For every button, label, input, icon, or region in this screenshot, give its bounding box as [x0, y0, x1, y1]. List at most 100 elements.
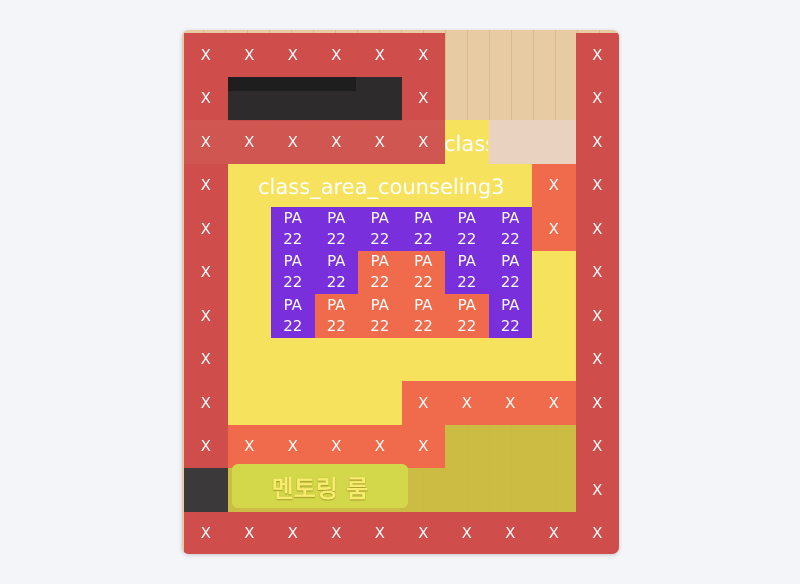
floor-tile[interactable] [445, 337, 489, 381]
blocked-tile[interactable]: X [184, 120, 228, 164]
floor-tile[interactable] [271, 163, 315, 207]
blocked-tile[interactable]: X [184, 33, 228, 77]
blocked-tile[interactable]: X [271, 33, 315, 77]
blocked-tile[interactable]: X [184, 337, 228, 381]
blocked-tile[interactable]: X [401, 424, 445, 468]
blocked-tile[interactable]: X [401, 381, 445, 425]
blocked-tile[interactable]: X [227, 33, 271, 77]
floor-tile[interactable] [358, 337, 402, 381]
blocked-tile[interactable]: X [575, 76, 619, 120]
blocked-tile[interactable]: X [575, 33, 619, 77]
portal-tile[interactable]: PA 22 [488, 250, 532, 294]
portal-tile[interactable]: PA 22 [488, 294, 532, 338]
floor-tile[interactable] [227, 250, 271, 294]
blocked-tile[interactable]: X [532, 207, 576, 251]
floor-tile[interactable] [314, 381, 358, 425]
blocked-tile[interactable]: X [575, 120, 619, 164]
floor-tile[interactable] [532, 294, 576, 338]
blocked-tile[interactable]: X [532, 163, 576, 207]
blocked-tile[interactable]: X [575, 337, 619, 381]
blocked-tile[interactable]: X [575, 207, 619, 251]
blocked-tile[interactable]: X [271, 424, 315, 468]
floor-tile[interactable] [401, 337, 445, 381]
blocked-tile[interactable]: X [184, 207, 228, 251]
blocked-tile[interactable]: X [401, 33, 445, 77]
portal-tile[interactable]: PA 22 [445, 250, 489, 294]
floor-tile[interactable] [314, 337, 358, 381]
blocked-tile[interactable]: X [227, 511, 271, 554]
blocked-tile[interactable]: X [401, 76, 445, 120]
floor-tile[interactable] [488, 468, 532, 512]
blocked-tile[interactable]: X [227, 120, 271, 164]
blocked-tile[interactable]: X [488, 381, 532, 425]
floor-tile[interactable] [401, 468, 445, 512]
floor-tile[interactable] [532, 250, 576, 294]
blocked-tile[interactable]: X [532, 381, 576, 425]
floor-tile[interactable] [488, 424, 532, 468]
floor-tile[interactable] [227, 294, 271, 338]
blocked-tile[interactable]: X [184, 163, 228, 207]
floor-tile[interactable] [488, 163, 532, 207]
floor-tile[interactable] [184, 468, 228, 512]
blocked-tile[interactable]: X [358, 424, 402, 468]
floor-tile[interactable] [358, 381, 402, 425]
portal-tile[interactable]: PA 22 [271, 294, 315, 338]
portal-tile[interactable]: PA 22 [314, 207, 358, 251]
blocked-tile[interactable]: X [575, 381, 619, 425]
floor-tile[interactable] [227, 381, 271, 425]
blocked-tile[interactable]: X [314, 33, 358, 77]
portal-tile[interactable]: PA 22 [358, 250, 402, 294]
floor-tile[interactable] [445, 120, 489, 164]
floor-tile[interactable] [445, 163, 489, 207]
floor-tile[interactable] [445, 424, 489, 468]
floor-tile[interactable] [401, 163, 445, 207]
portal-tile[interactable]: PA 22 [271, 250, 315, 294]
blocked-tile[interactable]: X [401, 120, 445, 164]
blocked-tile[interactable]: X [488, 511, 532, 554]
blocked-tile[interactable]: X [184, 511, 228, 554]
blocked-tile[interactable]: X [314, 511, 358, 554]
portal-tile[interactable]: PA 22 [314, 294, 358, 338]
portal-tile[interactable]: PA 22 [445, 207, 489, 251]
floor-tile[interactable] [445, 468, 489, 512]
blocked-tile[interactable]: X [575, 294, 619, 338]
blocked-tile[interactable]: X [358, 511, 402, 554]
blocked-tile[interactable]: X [271, 120, 315, 164]
blocked-tile[interactable]: X [184, 294, 228, 338]
portal-tile[interactable]: PA 22 [271, 207, 315, 251]
blocked-tile[interactable]: X [271, 511, 315, 554]
blocked-tile[interactable]: X [184, 76, 228, 120]
blocked-tile[interactable]: X [314, 120, 358, 164]
floor-tile[interactable] [532, 468, 576, 512]
game-map[interactable]: X X X X X X X X X X X X X X X X X X X X X PA 22 PA 22 PA 22 PA 22 PA 2… [182, 30, 619, 554]
floor-tile[interactable] [532, 337, 576, 381]
floor-tile[interactable] [227, 163, 271, 207]
blocked-tile[interactable]: X [184, 381, 228, 425]
portal-tile[interactable]: PA 22 [358, 207, 402, 251]
blocked-tile[interactable]: X [445, 511, 489, 554]
portal-tile[interactable]: PA 22 [401, 250, 445, 294]
floor-tile[interactable] [532, 424, 576, 468]
blocked-tile[interactable]: X [314, 424, 358, 468]
portal-tile[interactable]: PA 22 [401, 294, 445, 338]
blocked-tile[interactable]: X [532, 511, 576, 554]
floor-tile[interactable] [314, 163, 358, 207]
blocked-tile[interactable]: X [575, 424, 619, 468]
floor-tile[interactable] [358, 163, 402, 207]
floor-tile[interactable] [227, 337, 271, 381]
floor-tile[interactable] [488, 337, 532, 381]
floor-tile[interactable] [532, 120, 576, 164]
blocked-tile[interactable]: X [358, 120, 402, 164]
floor-tile[interactable] [227, 207, 271, 251]
blocked-tile[interactable]: X [358, 33, 402, 77]
floor-tile[interactable] [488, 120, 532, 164]
blocked-tile[interactable]: X [445, 381, 489, 425]
blocked-tile[interactable]: X [575, 511, 619, 554]
portal-tile[interactable]: PA 22 [445, 294, 489, 338]
portal-tile[interactable]: PA 22 [314, 250, 358, 294]
blocked-tile[interactable]: X [575, 468, 619, 512]
floor-tile[interactable] [271, 337, 315, 381]
blocked-tile[interactable]: X [227, 424, 271, 468]
blocked-tile[interactable]: X [184, 250, 228, 294]
blocked-tile[interactable]: X [401, 511, 445, 554]
